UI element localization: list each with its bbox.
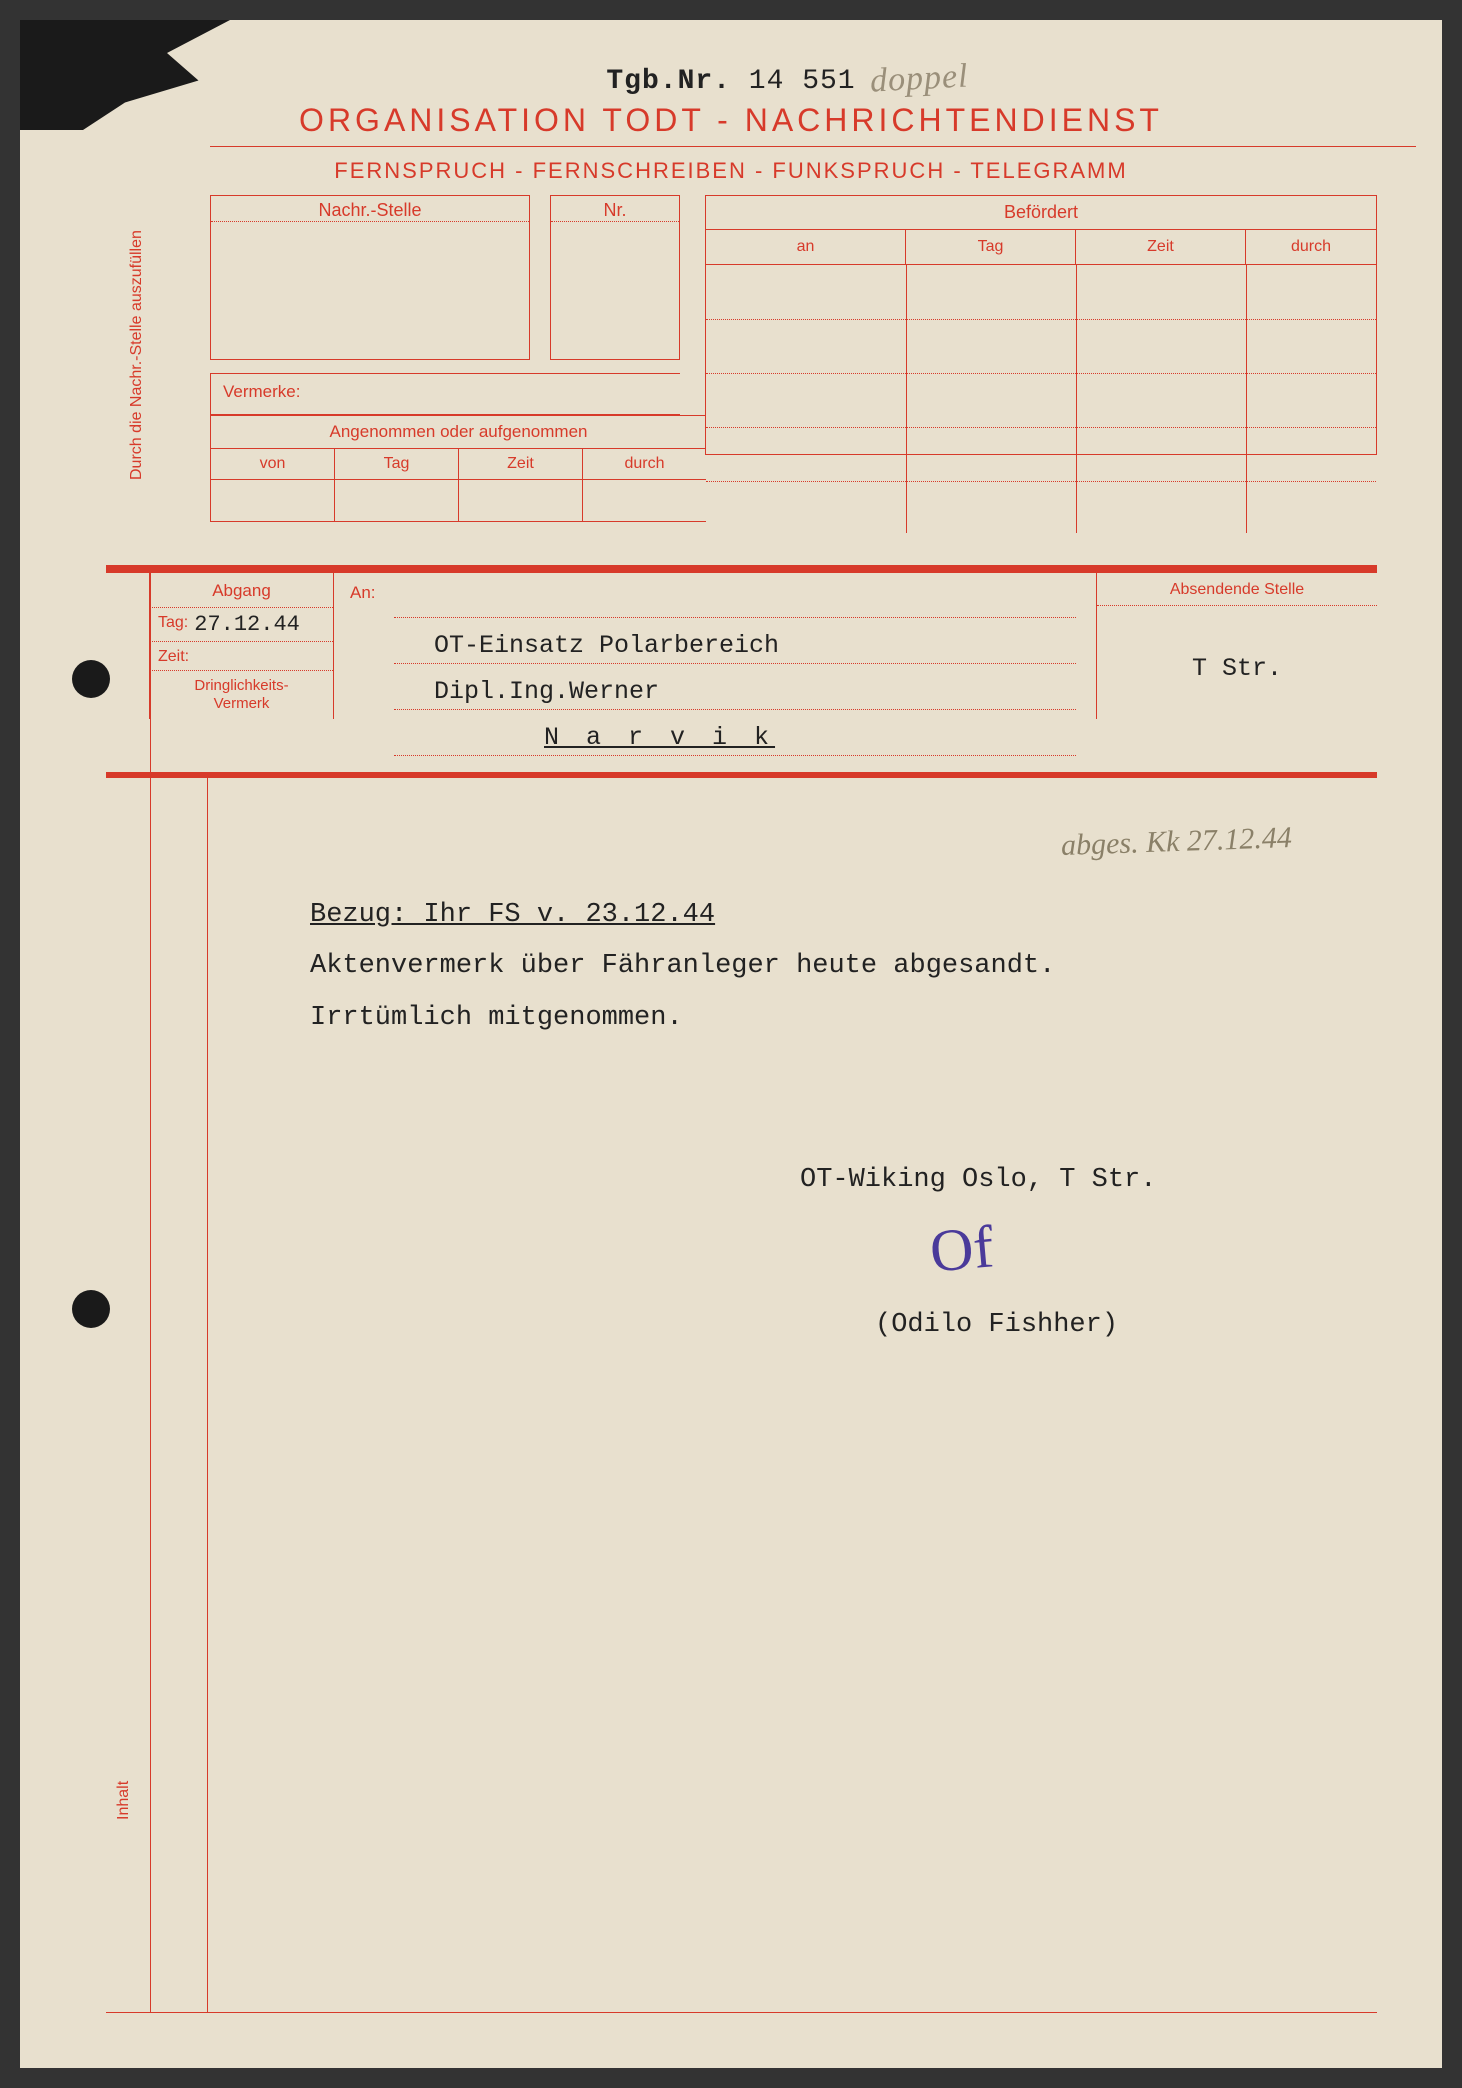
bezug-line: Bezug: Ihr FS v. 23.12.44 xyxy=(310,900,715,930)
punch-hole xyxy=(72,1290,110,1328)
zeit-label: Zeit: xyxy=(150,642,193,670)
angenommen-block: Angenommen oder aufgenommen von Tag Zeit… xyxy=(210,415,706,522)
form-top-block: Nachr.-Stelle Nr. Vermerke: Angenommen o… xyxy=(150,195,1377,455)
bef-col-durch: durch xyxy=(1246,230,1376,264)
befoerdert-title: Befördert xyxy=(706,196,1376,229)
thick-separator-1 xyxy=(106,565,1377,573)
absendende-column: Absendende Stelle T Str. xyxy=(1097,573,1377,719)
tag-value: 27.12.44 xyxy=(192,608,333,641)
subtitle: FERNSPRUCH - FERNSCHREIBEN - FUNKSPRUCH … xyxy=(20,158,1442,184)
org-title: ORGANISATION TODT - NACHRICHTENDIENST xyxy=(20,102,1442,139)
signature-name: (Odilo Fishher) xyxy=(875,1310,1118,1340)
vermerke-box: Vermerke: xyxy=(210,373,680,415)
an-line-2: Dipl.Ing.Werner xyxy=(434,677,659,706)
bottom-rule xyxy=(106,2012,1377,2013)
an-line-1: OT-Einsatz Polarbereich xyxy=(434,631,779,660)
bef-col-an: an xyxy=(706,230,906,264)
mid-block: Abgang Tag: 27.12.44 Zeit: Dringlichkeit… xyxy=(106,573,1377,719)
abgang-column: Abgang Tag: 27.12.44 Zeit: Dringlichkeit… xyxy=(150,573,334,719)
bef-col-tag: Tag xyxy=(906,230,1076,264)
punch-hole xyxy=(72,660,110,698)
handwritten-doppel: doppel xyxy=(869,57,969,100)
ink-signature: Of xyxy=(927,1212,996,1286)
abgang-header: Abgang xyxy=(150,573,333,608)
message-body: Bezug: Ihr FS v. 23.12.44 Aktenvermerk ü… xyxy=(310,890,1322,1044)
nachr-stelle-label: Nachr.-Stelle xyxy=(211,196,529,222)
zeit-value xyxy=(193,642,333,670)
tgb-value: 14 551 xyxy=(749,66,856,97)
sidebar-inhalt: Inhalt xyxy=(115,920,133,1820)
ang-col-von: von xyxy=(211,449,335,479)
sidebar-fill-note: Durch die Nachr.-Stelle auszufüllen xyxy=(128,195,146,515)
tag-label: Tag: xyxy=(150,608,192,641)
angenommen-blank-row xyxy=(210,480,706,522)
absendende-header: Absendende Stelle xyxy=(1097,573,1377,606)
ang-col-tag: Tag xyxy=(335,449,459,479)
bef-col-zeit: Zeit xyxy=(1076,230,1246,264)
nr-box: Nr. xyxy=(550,195,680,360)
tgb-number-line: Tgb.Nr. 14 551 doppel xyxy=(20,66,1442,97)
pencil-annotation: abges. Kk 27.12.44 xyxy=(1061,821,1293,863)
an-label: An: xyxy=(350,583,376,603)
absendende-value: T Str. xyxy=(1097,606,1377,683)
thick-separator-2 xyxy=(106,772,1377,778)
an-line-3: N a r v i k xyxy=(544,723,775,752)
signature-org: OT-Wiking Oslo, T Str. xyxy=(800,1165,1156,1195)
left-margin-line xyxy=(150,573,151,2013)
inhalt-divider xyxy=(207,778,208,2013)
befoerdert-table: Befördert an Tag Zeit durch xyxy=(705,195,1377,455)
body-line-1: Aktenvermerk über Fähranleger heute abge… xyxy=(310,951,1055,981)
nachr-stelle-box: Nachr.-Stelle xyxy=(210,195,530,360)
dringlichkeit-label: Dringlichkeits-Vermerk xyxy=(150,671,333,719)
ang-col-durch: durch xyxy=(583,449,706,479)
an-column: An: OT-Einsatz Polarbereich Dipl.Ing.Wer… xyxy=(334,573,1097,719)
title-rule xyxy=(210,146,1416,147)
angenommen-title: Angenommen oder aufgenommen xyxy=(210,415,706,448)
tgb-label: Tgb.Nr. xyxy=(606,66,731,97)
body-line-2: Irrtümlich mitgenommen. xyxy=(310,1003,683,1033)
document-page: Tgb.Nr. 14 551 doppel ORGANISATION TODT … xyxy=(20,20,1442,2068)
nr-label: Nr. xyxy=(551,196,679,222)
ang-col-zeit: Zeit xyxy=(459,449,583,479)
